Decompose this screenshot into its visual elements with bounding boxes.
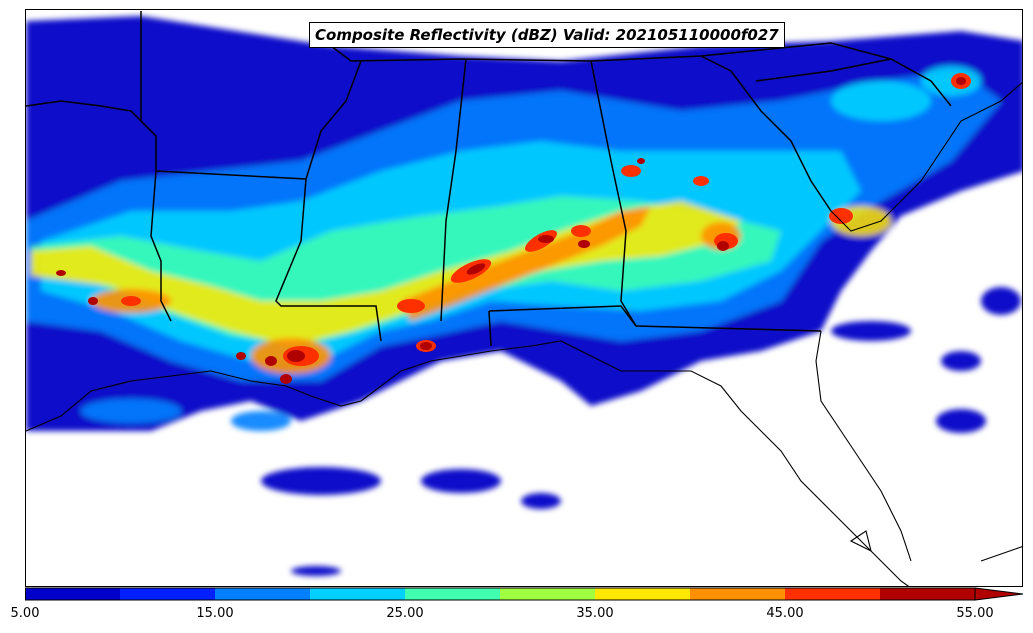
- storm-cores: [56, 73, 971, 384]
- colorbar-tick-label: 25.00: [386, 606, 424, 621]
- colorbar-bin: [785, 588, 880, 600]
- colorbar-tick-label: 35.00: [576, 606, 614, 621]
- colorbar-bin: [690, 588, 785, 600]
- colorbar-bin: [215, 588, 310, 600]
- colorbar: [25, 587, 1023, 601]
- reflectivity-map: [26, 11, 1022, 586]
- state-boundaries: [26, 11, 952, 347]
- colorbar-tick-label: 45.00: [766, 606, 804, 621]
- colorbar-tick-label: 5.00: [10, 606, 40, 621]
- map-title: Composite Reflectivity (dBZ) Valid: 2021…: [309, 22, 785, 48]
- colorbar-bin: [120, 588, 215, 600]
- colorbar-bin: [880, 588, 975, 600]
- colorbar-bin: [595, 588, 690, 600]
- colorbar-bin: [500, 588, 595, 600]
- coastline: [26, 82, 1022, 586]
- colorbar-bin: [25, 588, 120, 600]
- colorbar-outline: [25, 587, 976, 601]
- map-panel: Composite Reflectivity (dBZ) Valid: 2021…: [25, 9, 1023, 587]
- colorbar-bin: [310, 588, 405, 600]
- colorbar-tick-label: 15.00: [196, 606, 234, 621]
- colorbar-extend-arrow: [974, 587, 1023, 601]
- colorbar-tick-label: 55.00: [956, 606, 994, 621]
- colorbar-bin: [405, 588, 500, 600]
- radar-echo-layer: [26, 16, 1022, 576]
